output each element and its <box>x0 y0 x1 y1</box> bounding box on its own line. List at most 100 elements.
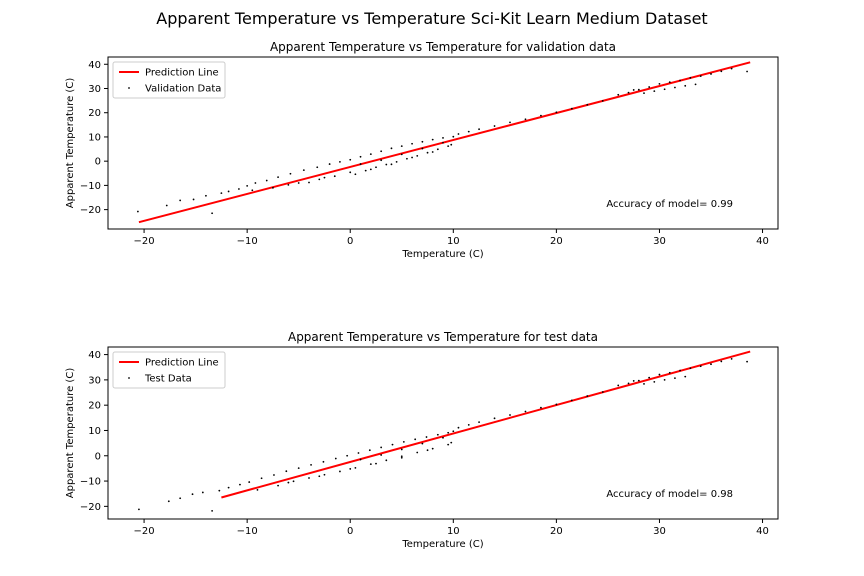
chart0-data-point <box>637 88 640 91</box>
chart1-data-point <box>357 452 360 454</box>
chart1-data-point <box>689 367 692 370</box>
chart0-data-point <box>272 186 274 189</box>
chart1-data-point <box>346 454 349 457</box>
chart0-data-point <box>442 141 444 144</box>
figure-suptitle: Apparent Temperature vs Temperature Sci-… <box>156 9 707 28</box>
chart0-data-point <box>369 168 372 171</box>
chart0-x-tick-label: 10 <box>447 236 460 247</box>
chart1-data-point <box>256 489 259 491</box>
chart0-data-point <box>287 184 290 186</box>
chart0-data-point <box>211 212 214 215</box>
chart1-data-point <box>540 406 542 409</box>
chart0-data-point <box>699 75 702 78</box>
chart1-data-point <box>400 455 403 458</box>
chart0-data-point <box>359 163 362 165</box>
chart1-data-point <box>191 493 194 496</box>
chart0-data-point <box>277 176 279 179</box>
chart0-y-tick-label: 0 <box>95 157 101 168</box>
chart1-data-point <box>431 447 434 450</box>
chart0-data-point <box>254 182 257 184</box>
chart1-data-point <box>260 477 263 480</box>
chart0-x-tick-label: 30 <box>653 236 666 247</box>
chart0-data-point <box>555 111 558 114</box>
chart0-data-point <box>617 93 620 96</box>
chart0-data-point <box>653 90 656 93</box>
chart1-x-tick-label: −10 <box>237 526 258 537</box>
chart1-legend-label: Test Data <box>144 374 192 385</box>
chart1-data-point <box>627 382 630 385</box>
chart0-data-point <box>251 189 254 192</box>
chart1-data-point <box>416 451 419 454</box>
chart1-data-point <box>746 360 748 363</box>
chart1-legend-label: Prediction Line <box>145 358 219 369</box>
chart0-data-point <box>679 79 681 82</box>
chart0-data-point <box>710 73 712 75</box>
chart0-data-point <box>302 169 305 172</box>
chart0-data-point <box>265 179 268 182</box>
chart1-data-point <box>400 448 403 451</box>
chart1-title: Apparent Temperature vs Temperature for … <box>288 330 598 344</box>
chart0-data-point <box>339 160 341 163</box>
chart0-data-point <box>668 81 671 84</box>
chart1-data-point <box>167 500 170 503</box>
chart0-data-point <box>316 166 319 169</box>
chart0-data-point <box>328 163 331 165</box>
chart1-data-point <box>684 375 687 378</box>
chart0-data-point <box>431 151 434 153</box>
chart0-data-point <box>333 175 336 178</box>
chart0-y-tick-label: 40 <box>88 60 101 71</box>
chart1-data-point <box>601 391 604 393</box>
chart0-data-point <box>411 142 413 145</box>
chart1-y-tick-label: 40 <box>88 350 101 361</box>
chart1-x-tick-label: 0 <box>347 526 353 537</box>
chart1-data-point <box>663 378 666 381</box>
chart1-data-point <box>359 458 362 461</box>
chart0-data-point <box>674 86 676 89</box>
chart0-data-point <box>509 121 511 124</box>
chart1-data-point <box>400 456 403 459</box>
chart1-data-point <box>308 477 310 479</box>
chart1-data-point <box>380 446 383 449</box>
plots-container: Apparent Temperature vs Temperature for … <box>65 40 779 550</box>
chart1-data-point <box>375 462 377 465</box>
chart0-data-point <box>658 82 661 85</box>
chart0-data-point <box>421 147 424 150</box>
chart0-data-point <box>493 125 496 127</box>
chart1-data-point <box>426 449 429 452</box>
chart0-data-point <box>179 199 182 202</box>
chart0-data-point <box>375 166 377 169</box>
chart0-data-point <box>452 135 455 138</box>
chart0-data-point <box>400 153 403 156</box>
chart0-data-point <box>436 148 439 151</box>
chart1-data-point <box>310 463 312 466</box>
chart0-data-point <box>694 83 697 86</box>
chart0-data-point <box>632 89 635 91</box>
chart1-data-point <box>368 449 371 452</box>
chart0-data-point <box>586 103 589 106</box>
chart1-data-point <box>354 467 357 469</box>
chart1-data-point <box>227 486 230 489</box>
chart0-y-tick-label: 20 <box>88 108 101 119</box>
chart1-data-point <box>447 431 450 434</box>
chart1-y-tick-label: 10 <box>88 426 101 437</box>
chart0-data-point <box>431 138 434 141</box>
chart1-x-axis-label: Temperature (C) <box>401 539 483 550</box>
chart0-y-tick-label: 30 <box>88 84 101 95</box>
chart0-data-point <box>570 107 573 110</box>
chart0-legend-label: Prediction Line <box>145 68 219 79</box>
chart0-data-point <box>450 143 453 146</box>
chart1-data-point <box>402 440 405 443</box>
chart1-data-point <box>674 377 676 380</box>
chart0-data-point <box>192 198 195 201</box>
chart0-accuracy-annotation: Accuracy of model= 0.99 <box>606 199 733 210</box>
chart1-y-tick-label: −10 <box>80 477 101 488</box>
chart1-data-point <box>248 481 251 483</box>
chart1-data-point <box>322 460 325 463</box>
chart1-data-point <box>442 436 444 439</box>
chart1-data-point <box>509 414 511 416</box>
chart1-axes: Apparent Temperature vs Temperature for … <box>65 330 779 550</box>
chart1-x-tick-label: 10 <box>447 526 460 537</box>
chart0-data-point <box>406 157 408 160</box>
chart0-data-point <box>289 172 292 175</box>
chart1-y-tick-label: −20 <box>80 502 101 513</box>
